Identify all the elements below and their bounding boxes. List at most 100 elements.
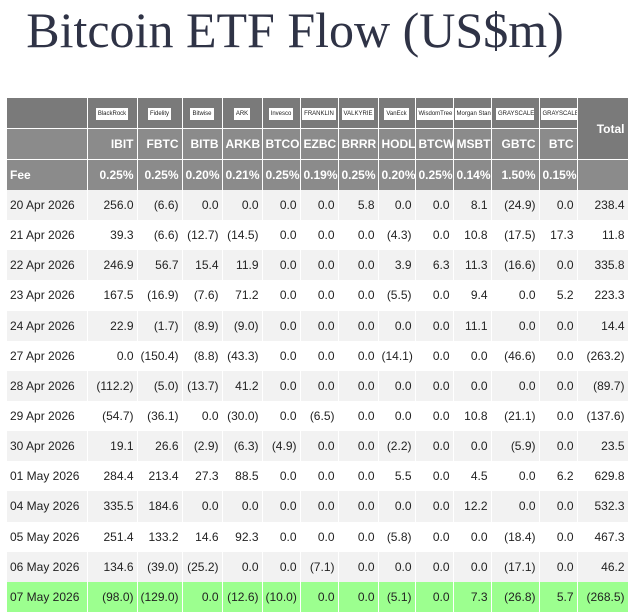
flow-cell: 0.0 <box>453 521 492 552</box>
flow-cell: 5.7 <box>539 581 578 612</box>
flow-cell: 0.0 <box>338 551 379 582</box>
flow-cell: (129.0) <box>137 581 183 612</box>
flow-cell: (17.5) <box>491 220 540 251</box>
flow-cell: 71.2 <box>222 280 263 311</box>
ticker-header: FBTC <box>137 128 183 160</box>
table-row: 01 May 2026 284.4 213.4 27.3 88.5 0.0 0.0 0.0 5.… <box>7 461 629 492</box>
flow-cell: 9.4 <box>453 280 492 311</box>
flow-cell: (5.8) <box>378 521 416 552</box>
flow-cell: 0.0 <box>491 491 540 522</box>
issuer-logo: ARK <box>233 107 251 120</box>
table-row: 28 Apr 2026 (112.2) (5.0) (13.7) 41.2 0.0 0.0 0… <box>7 370 629 401</box>
flow-cell: 0.0 <box>300 521 339 552</box>
ticker-header: EZBC <box>300 128 339 160</box>
fee-cell: 0.25% <box>338 159 379 190</box>
flow-cell: (2.2) <box>378 431 416 462</box>
flow-cell: 0.0 <box>378 370 416 401</box>
flow-cell: (6.3) <box>222 431 263 462</box>
date-cell: 20 Apr 2026 <box>7 190 88 221</box>
total-header: Total <box>577 98 629 160</box>
flow-cell: (30.0) <box>222 400 263 432</box>
flow-cell: (9.0) <box>222 310 263 341</box>
flow-cell: 0.0 <box>338 370 379 401</box>
flow-cell: 0.0 <box>300 370 339 401</box>
flow-cell: 10.8 <box>453 220 492 251</box>
fee-cell: 0.25% <box>262 159 301 190</box>
flow-cell: (1.7) <box>137 310 183 341</box>
flow-cell: 0.0 <box>300 581 339 612</box>
table-row: 22 Apr 2026 246.9 56.7 15.4 11.9 0.0 0.0 0.0 3.9… <box>7 250 629 281</box>
flow-cell: 0.0 <box>262 280 301 311</box>
flow-cell: 11.3 <box>453 250 492 281</box>
table-row: 07 May 2026 (98.0) (129.0) 0.0 (12.6) (10.0) 0… <box>7 581 629 612</box>
flow-cell: 0.0 <box>338 220 379 251</box>
flow-cell: 0.0 <box>338 581 379 612</box>
total-cell: (137.6) <box>577 400 629 432</box>
flow-cell: 6.2 <box>539 461 578 492</box>
flow-cell: (5.0) <box>137 370 183 401</box>
flow-cell: 0.0 <box>338 280 379 311</box>
issuer-logo: BlackRock <box>95 107 129 120</box>
issuer-logo: Morgan Stanley <box>454 107 490 120</box>
flow-cell: 0.0 <box>539 521 578 552</box>
issuer-logo: VanEck <box>384 107 409 120</box>
flow-cell: 6.3 <box>415 250 454 281</box>
flow-cell: 0.0 <box>338 310 379 341</box>
flow-cell: 0.0 <box>222 190 263 221</box>
flow-cell: (16.6) <box>491 250 540 281</box>
total-cell: (263.2) <box>577 340 629 371</box>
flow-cell: 246.9 <box>87 250 138 281</box>
date-cell: 01 May 2026 <box>7 461 88 492</box>
issuer-logo: Bitwise <box>190 107 214 120</box>
issuer-logo-cell: GRAYSCALE <box>539 98 578 129</box>
flow-cell: 0.0 <box>300 461 339 492</box>
flow-cell: 0.0 <box>338 340 379 371</box>
flow-cell: 0.0 <box>262 400 301 432</box>
table-row: 27 Apr 2026 0.0 (150.4) (8.8) (43.3) 0.0 0.0 0.… <box>7 340 629 371</box>
ticker-header: BTC <box>539 128 578 160</box>
flow-cell: 0.0 <box>338 461 379 492</box>
total-cell: 46.2 <box>577 551 629 582</box>
total-cell: 11.8 <box>577 220 629 251</box>
flow-cell: 22.9 <box>87 310 138 341</box>
flow-cell: 92.3 <box>222 521 263 552</box>
flow-cell: 4.5 <box>453 461 492 492</box>
flow-cell: (36.1) <box>137 400 183 432</box>
total-cell: (268.5) <box>577 581 629 612</box>
total-cell: 14.4 <box>577 310 629 341</box>
flow-cell: 0.0 <box>182 581 223 612</box>
flow-cell: 0.0 <box>262 340 301 371</box>
flow-cell: 0.0 <box>415 310 454 341</box>
flow-cell: 0.0 <box>415 400 454 432</box>
flow-cell: (21.1) <box>491 400 540 432</box>
flow-cell: (98.0) <box>87 581 138 612</box>
total-cell: 238.4 <box>577 190 629 221</box>
flow-cell: (2.9) <box>182 431 223 462</box>
flow-cell: 5.8 <box>338 190 379 221</box>
flow-cell: 11.1 <box>453 310 492 341</box>
flow-cell: 0.0 <box>539 400 578 432</box>
issuer-logo: GRAYSCALE <box>540 107 576 120</box>
fee-row: Fee 0.25% 0.25% 0.20% 0.21% 0.25% 0.19% 0.25% 0.… <box>7 159 629 190</box>
total-cell: (89.7) <box>577 370 629 401</box>
ticker-header: BITB <box>182 128 223 160</box>
issuer-logo-cell: WisdomTree <box>415 98 454 129</box>
flow-cell: 0.0 <box>453 431 492 462</box>
flow-cell: 19.1 <box>87 431 138 462</box>
flow-cell: 0.0 <box>300 431 339 462</box>
issuer-logo-cell: ARK <box>222 98 263 129</box>
flow-cell: 0.0 <box>539 370 578 401</box>
flow-cell: 0.0 <box>415 370 454 401</box>
flow-cell: 0.0 <box>378 190 416 221</box>
ticker-header: MSBT <box>453 128 492 160</box>
flow-cell: (16.9) <box>137 280 183 311</box>
table-row: 05 May 2026 251.4 133.2 14.6 92.3 0.0 0.0 0.0 (5… <box>7 521 629 552</box>
total-cell: 467.3 <box>577 521 629 552</box>
flow-cell: (7.6) <box>182 280 223 311</box>
table-row: 23 Apr 2026 167.5 (16.9) (7.6) 71.2 0.0 0.0 0.0… <box>7 280 629 311</box>
flow-cell: 0.0 <box>453 370 492 401</box>
flow-cell: 8.1 <box>453 190 492 221</box>
ticker-row: IBIT FBTC BITB ARKB BTCO EZBC BRRR HODL BTCW MSBT… <box>7 128 628 160</box>
flow-cell: 0.0 <box>539 340 578 371</box>
flow-cell: (25.2) <box>182 551 223 582</box>
